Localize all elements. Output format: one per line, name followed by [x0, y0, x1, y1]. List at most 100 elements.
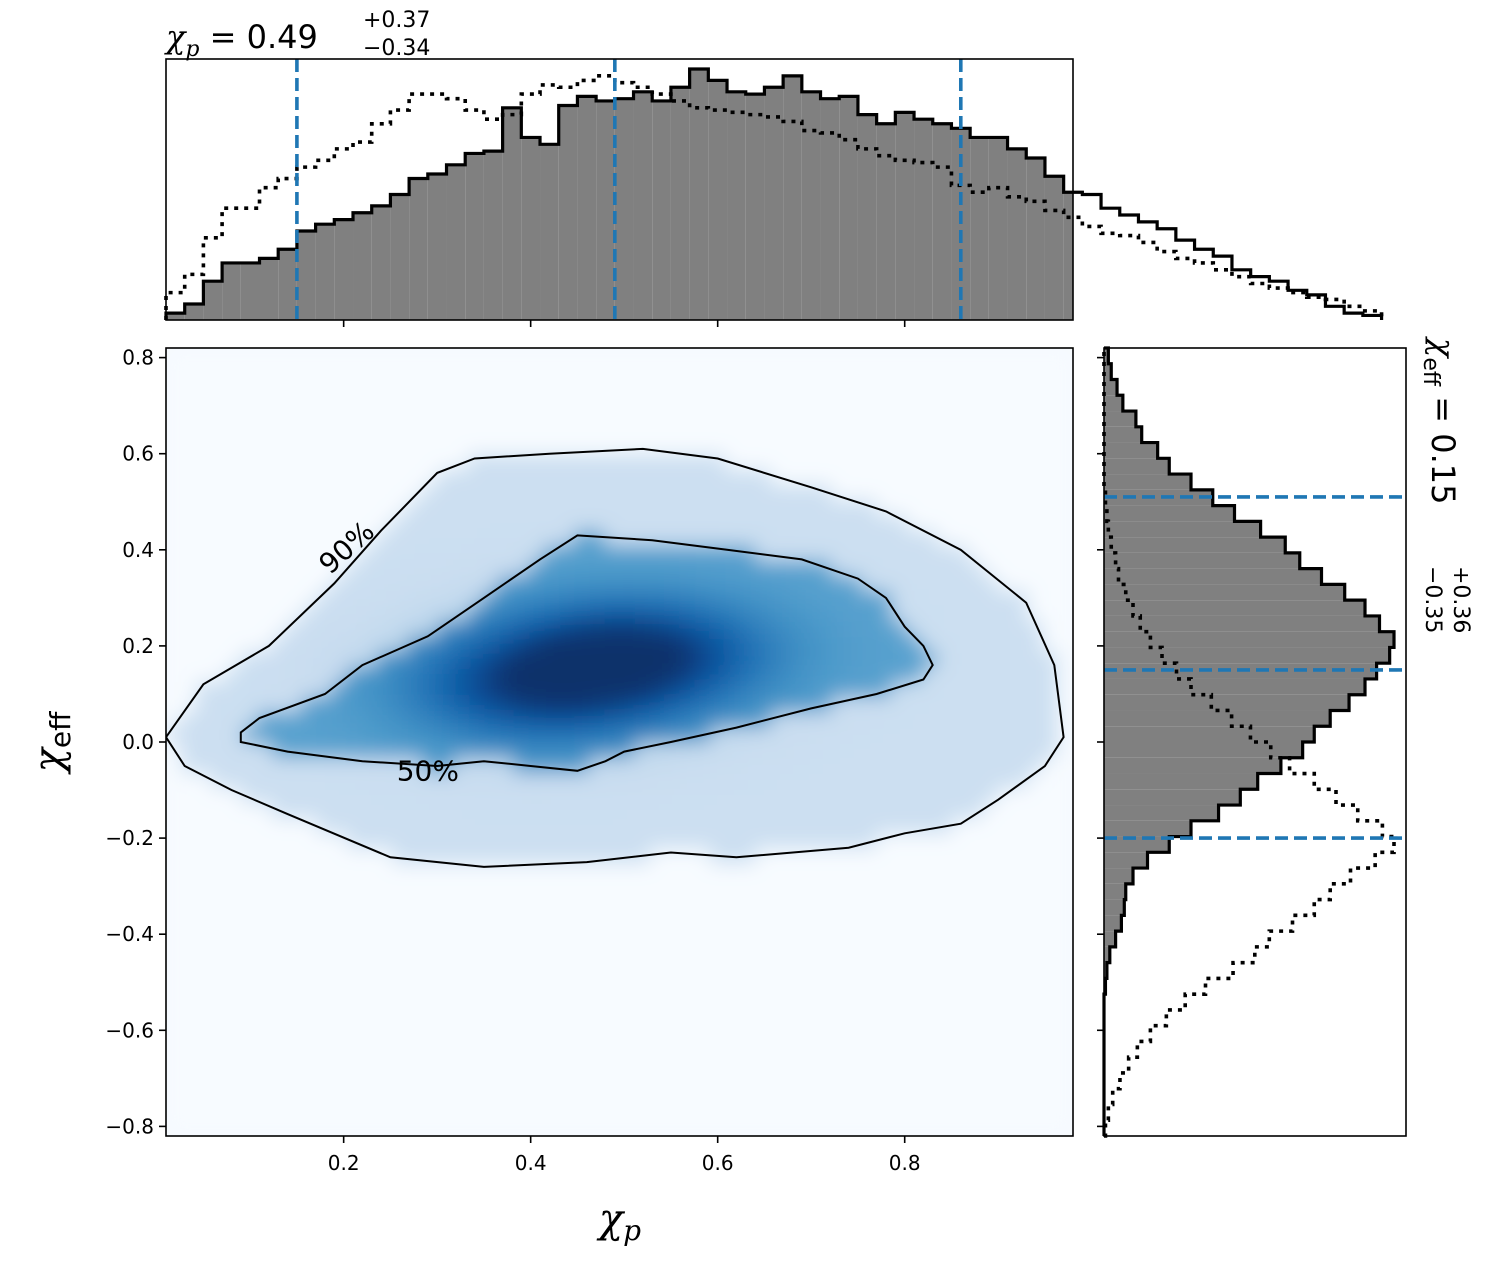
density-cell — [1057, 545, 1073, 561]
density-cell — [347, 408, 364, 425]
density-cell — [453, 878, 469, 895]
density-cell — [559, 423, 575, 440]
density-cell — [559, 348, 575, 364]
density-cell — [468, 666, 484, 682]
density-cell — [1012, 348, 1029, 364]
density-cell — [679, 772, 696, 788]
density-cell — [846, 1029, 862, 1046]
density-cell — [619, 1060, 636, 1076]
density-cell — [559, 1075, 575, 1092]
density-cell — [982, 514, 998, 531]
density-cell — [453, 681, 469, 698]
density-cell — [392, 393, 409, 410]
density-cell — [1027, 893, 1044, 910]
density-cell — [226, 363, 243, 379]
density-cell — [770, 484, 787, 501]
density-cell — [831, 711, 847, 728]
density-cell — [543, 757, 560, 773]
density-cell — [181, 908, 197, 925]
density-cell — [468, 348, 484, 364]
top-hist-bar — [614, 98, 634, 320]
density-cell — [725, 651, 741, 667]
density-cell — [710, 832, 726, 849]
density-cell — [679, 681, 696, 698]
density-cell — [770, 1045, 787, 1061]
density-cell — [332, 514, 348, 531]
density-cell — [317, 529, 333, 546]
density-cell — [438, 787, 454, 804]
density-cell — [181, 1060, 197, 1076]
density-cell — [256, 878, 273, 895]
density-cell — [997, 560, 1014, 576]
density-cell — [1042, 696, 1059, 713]
density-cell — [483, 575, 500, 591]
density-cell — [695, 939, 711, 955]
density-cell — [438, 1029, 454, 1046]
density-cell — [755, 378, 772, 394]
density-cell — [800, 999, 817, 1016]
density-cell — [392, 651, 409, 667]
top-histogram-group — [164, 67, 1384, 321]
density-cell — [619, 969, 636, 985]
density-cell — [422, 893, 439, 910]
density-cell — [997, 378, 1014, 394]
density-cell — [286, 999, 303, 1016]
density-cell — [256, 1029, 273, 1046]
density-cell — [679, 939, 696, 955]
density-cell — [619, 908, 636, 925]
density-cell — [241, 393, 258, 410]
density-cell — [574, 848, 590, 864]
density-cell — [422, 529, 439, 546]
right-posterior-step-line — [1102, 346, 1396, 1136]
density-cell — [861, 348, 877, 364]
density-cell — [967, 529, 983, 546]
density-cell — [528, 1090, 545, 1107]
density-cell — [846, 590, 862, 607]
density-cell — [921, 529, 938, 546]
density-cell — [952, 1090, 968, 1107]
density-cell — [846, 954, 862, 970]
density-cell — [679, 908, 696, 925]
density-cell — [1042, 939, 1059, 955]
density-cell — [740, 514, 757, 531]
density-cell — [936, 1014, 953, 1031]
density-cell — [679, 545, 696, 561]
density-cell — [528, 923, 545, 940]
density-cell — [695, 984, 711, 1001]
top-title-base: χ — [164, 18, 187, 56]
density-cell — [1042, 514, 1059, 531]
density-cell — [196, 438, 212, 455]
density-cell — [286, 984, 303, 1001]
density-cell — [181, 651, 197, 667]
density-cell — [302, 545, 318, 561]
right-hist-bar — [1104, 474, 1191, 490]
density-cell — [770, 878, 787, 895]
density-cell — [921, 348, 938, 364]
density-cell — [634, 893, 651, 910]
density-cell — [785, 438, 802, 455]
density-cell — [438, 499, 454, 516]
density-cell — [604, 802, 620, 819]
density-cell — [574, 438, 590, 455]
density-cell — [967, 1075, 983, 1092]
density-cell — [271, 1120, 288, 1136]
density-cell — [271, 469, 288, 485]
density-cell — [392, 1045, 409, 1061]
density-cell — [1012, 1105, 1029, 1122]
density-cell — [649, 878, 666, 895]
density-cell — [302, 469, 318, 485]
density-heatmap — [166, 348, 1073, 1136]
density-cell — [256, 620, 273, 637]
density-cell — [271, 832, 288, 849]
density-cell — [936, 1029, 953, 1046]
density-cell — [906, 393, 923, 410]
density-cell — [800, 787, 817, 804]
density-cell — [211, 408, 227, 425]
density-cell — [755, 939, 772, 955]
density-cell — [453, 545, 469, 561]
density-cell — [876, 999, 893, 1016]
density-cell — [604, 484, 620, 501]
density-cell — [286, 832, 303, 849]
density-cell — [468, 954, 484, 970]
density-cell — [649, 863, 666, 879]
